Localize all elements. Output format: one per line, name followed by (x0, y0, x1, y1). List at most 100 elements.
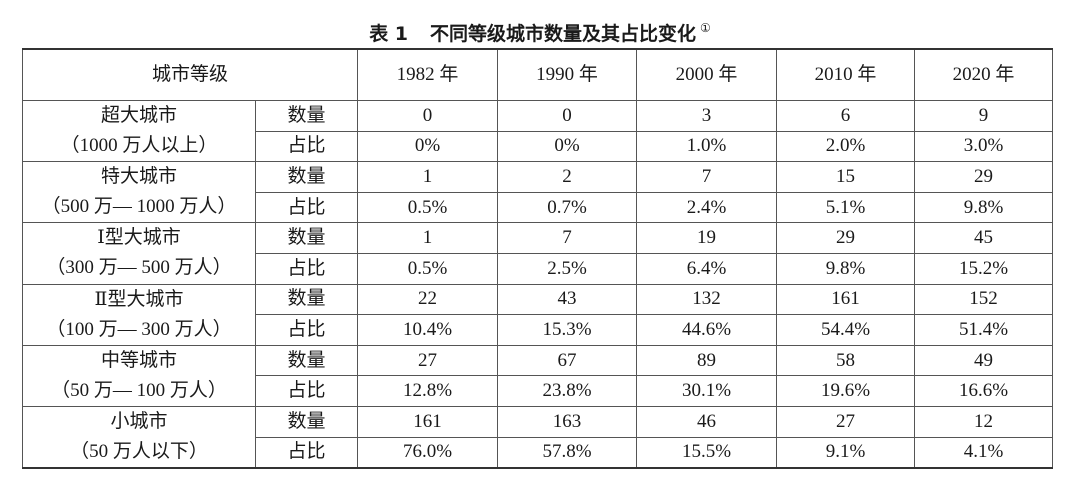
cell-value: 12.8% (357, 375, 499, 407)
class-name: 特大城市 (100, 166, 177, 188)
cell-value: 43 (497, 283, 638, 316)
table-row: 中等城市 （50 万— 100 万人） 数量 27 67 89 58 49 (22, 344, 1054, 407)
cell-value: 51.4% (914, 314, 1054, 346)
class-name: 中等城市 (100, 349, 177, 371)
row-label: 占比 (254, 375, 359, 407)
row-label: 数量 (254, 344, 359, 377)
row-label: 占比 (254, 252, 359, 285)
header-year: 2010 年 (776, 48, 916, 101)
cell-value: 163 (497, 405, 638, 438)
title-text: 不同等级城市数量及其占比变化 (430, 23, 697, 45)
cell-value: 15.3% (497, 314, 638, 346)
cell-value: 0.7% (497, 191, 638, 224)
city-class: 特大城市 （500 万— 1000 万人） (22, 161, 256, 224)
cell-value: 6 (776, 100, 916, 132)
class-range: （50 万— 100 万人） (51, 379, 227, 401)
row-label: 占比 (254, 314, 359, 346)
header-year: 2020 年 (914, 48, 1054, 101)
cell-value: 0.5% (357, 191, 499, 224)
city-class: 中等城市 （50 万— 100 万人） (22, 344, 256, 407)
city-class: 小城市 （50 万人以下） (22, 405, 256, 469)
header-row: 城市等级 1982 年 1990 年 2000 年 2010 年 2020 年 (21, 48, 1054, 101)
cell-value: 3 (636, 100, 778, 132)
cell-value: 22 (357, 283, 499, 316)
cell-value: 2.5% (497, 252, 638, 285)
table-row: 小城市 （50 万人以下） 数量 161 163 46 27 12 (22, 405, 1054, 469)
row-label: 数量 (254, 283, 359, 316)
cell-value: 152 (914, 283, 1054, 316)
class-range: （1000 万人以上） (60, 135, 218, 157)
data-table: 城市等级 1982 年 1990 年 2000 年 2010 年 2020 年 超大城市 （… (21, 48, 1054, 470)
cell-value: 2.4% (636, 191, 778, 224)
cell-value: 161 (357, 405, 499, 438)
header-category: 城市等级 (21, 48, 359, 101)
table-row: 占比 10.4% 15.3% 44.6% 54.4% 51.4% (23, 314, 1054, 346)
cell-value: 29 (776, 222, 916, 254)
row-label: 占比 (254, 191, 359, 224)
row-label: 占比 (254, 130, 359, 163)
cell-value: 0% (357, 130, 499, 163)
cell-value: 27 (357, 344, 499, 377)
cell-value: 0 (497, 100, 638, 132)
cell-value: 1 (357, 161, 499, 193)
footnote-mark: ① (700, 21, 711, 35)
row-label: 数量 (254, 405, 359, 438)
row-label: 数量 (254, 222, 359, 254)
class-range: （50 万人以下） (70, 441, 208, 463)
city-class: Ⅱ型大城市 （100 万— 300 万人） (22, 283, 256, 346)
cell-value: 0 (357, 100, 499, 132)
city-class: Ⅰ型大城市 （300 万— 500 万人） (22, 222, 256, 285)
table-row: 占比 76.0% 57.8% 15.5% 9.1% 4.1% (23, 436, 1054, 469)
cell-value: 19.6% (776, 375, 916, 407)
cell-value: 30.1% (636, 375, 778, 407)
city-class: 超大城市 （1000 万人以上） (22, 99, 256, 163)
class-range: （300 万— 500 万人） (46, 257, 232, 279)
class-name: 小城市 (110, 411, 168, 433)
cell-value: 9 (914, 100, 1054, 132)
cell-value: 7 (636, 161, 778, 193)
table-row: 超大城市 （1000 万人以上） 数量 0 0 3 6 9 (22, 99, 1054, 163)
cell-value: 9.8% (776, 252, 916, 285)
class-name: Ⅰ型大城市 (97, 227, 181, 249)
row-label: 数量 (254, 161, 359, 193)
cell-value: 9.8% (914, 191, 1054, 224)
table-row: 占比 0.5% 2.5% 6.4% 9.8% 15.2% (23, 252, 1054, 285)
cell-value: 4.1% (914, 436, 1054, 469)
class-name: Ⅱ型大城市 (94, 288, 184, 310)
class-name: 超大城市 (100, 105, 177, 127)
cell-value: 58 (776, 344, 916, 377)
cell-value: 23.8% (497, 375, 638, 407)
cell-value: 6.4% (636, 252, 778, 285)
table-title: 表 1 不同等级城市数量及其占比变化 ① (0, 14, 1080, 48)
cell-value: 54.4% (776, 314, 916, 346)
cell-value: 49 (914, 344, 1054, 377)
cell-value: 0% (497, 130, 638, 163)
cell-value: 89 (636, 344, 778, 377)
cell-value: 16.6% (914, 375, 1054, 407)
cell-value: 76.0% (357, 436, 499, 469)
cell-value: 46 (636, 405, 778, 438)
class-range: （500 万— 1000 万人） (41, 196, 237, 218)
cell-value: 57.8% (497, 436, 638, 469)
table-row: Ⅰ型大城市 （300 万— 500 万人） 数量 1 7 19 29 45 (22, 222, 1054, 285)
table-row: 特大城市 （500 万— 1000 万人） 数量 1 2 7 15 29 (22, 161, 1054, 224)
row-label: 占比 (254, 436, 359, 469)
table-body: 超大城市 （1000 万人以上） 数量 0 0 3 6 9 占比 0% 0% 1.0% 2.0% 3.0%… (22, 99, 1054, 469)
cell-value: 7 (497, 222, 638, 254)
cell-value: 10.4% (357, 314, 499, 346)
cell-value: 132 (636, 283, 778, 316)
cell-value: 5.1% (776, 191, 916, 224)
cell-value: 2.0% (776, 130, 916, 163)
table-row: Ⅱ型大城市 （100 万— 300 万人） 数量 22 43 132 161 152 (22, 283, 1054, 346)
class-range: （100 万— 300 万人） (46, 318, 232, 340)
cell-value: 27 (776, 405, 916, 438)
cell-value: 12 (914, 405, 1054, 438)
cell-value: 29 (914, 161, 1054, 193)
cell-value: 1.0% (636, 130, 778, 163)
table-row: 占比 0% 0% 1.0% 2.0% 3.0% (23, 130, 1054, 163)
cell-value: 0.5% (357, 252, 499, 285)
header-year: 1982 年 (357, 48, 499, 101)
row-label: 数量 (254, 100, 359, 132)
table-number: 表 1 (369, 23, 409, 45)
